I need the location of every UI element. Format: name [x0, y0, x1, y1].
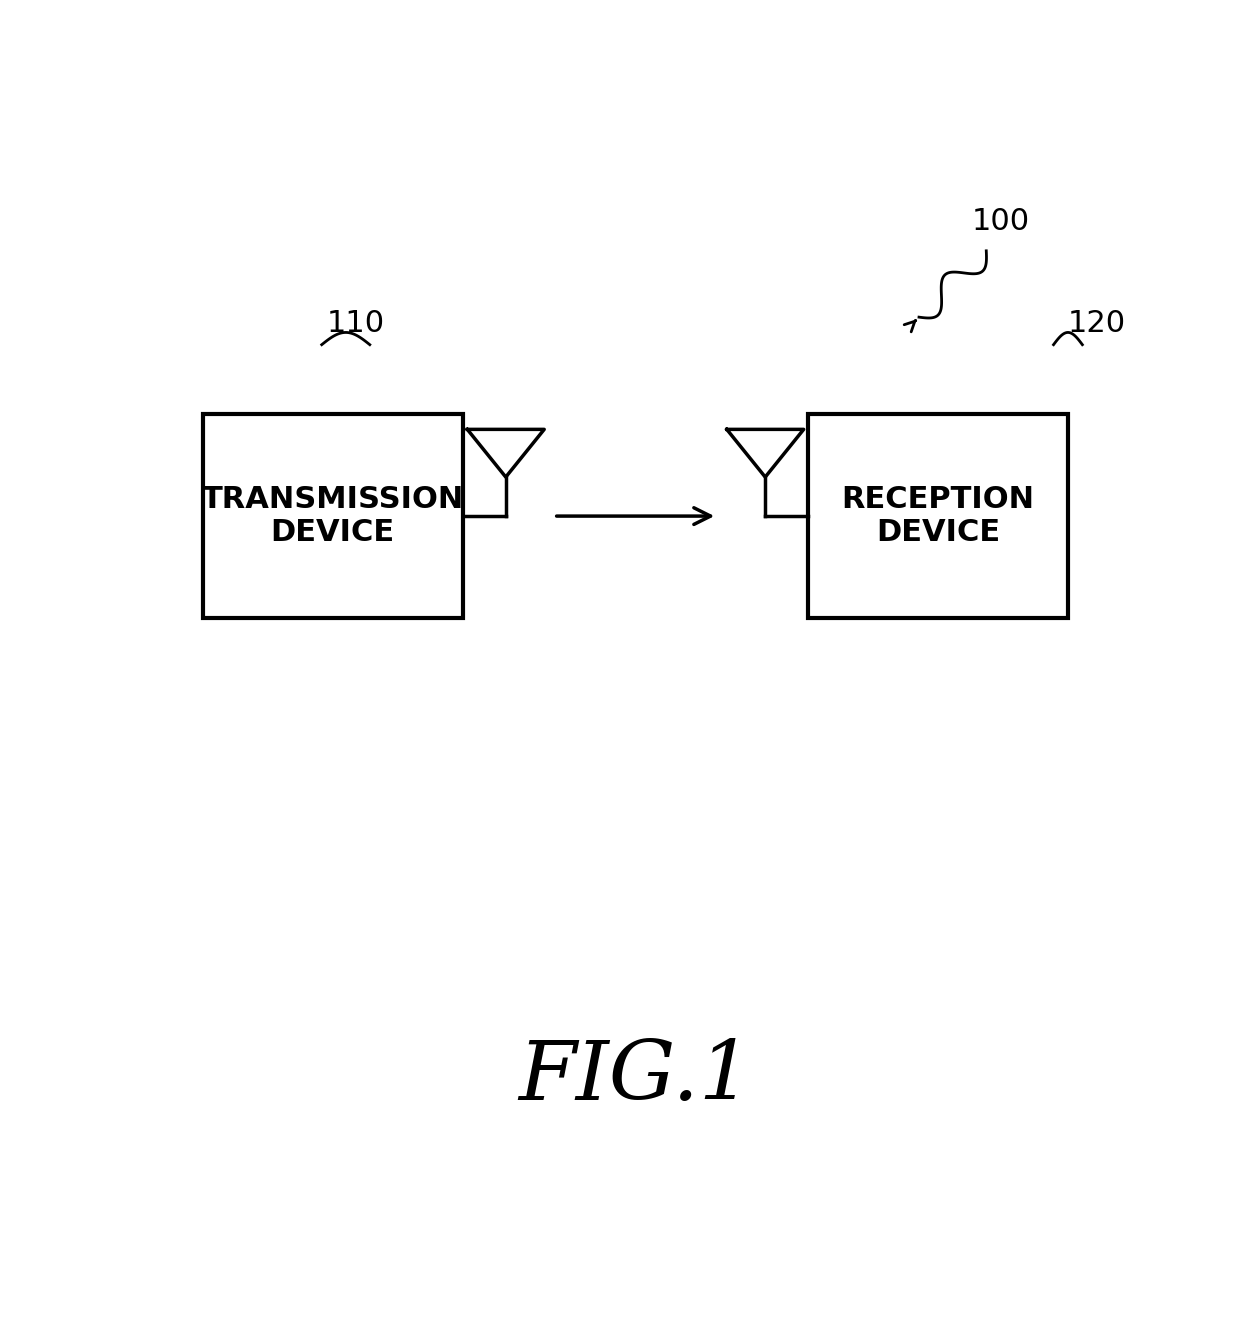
Text: 100: 100: [972, 207, 1029, 236]
Text: 110: 110: [326, 309, 384, 338]
Bar: [203, 413, 463, 617]
Bar: [808, 413, 1068, 617]
Text: RECEPTION
DEVICE: RECEPTION DEVICE: [842, 485, 1034, 547]
Text: TRANSMISSION
DEVICE: TRANSMISSION DEVICE: [202, 485, 464, 547]
Text: 120: 120: [1068, 309, 1126, 338]
Text: FIG.1: FIG.1: [518, 1037, 753, 1117]
